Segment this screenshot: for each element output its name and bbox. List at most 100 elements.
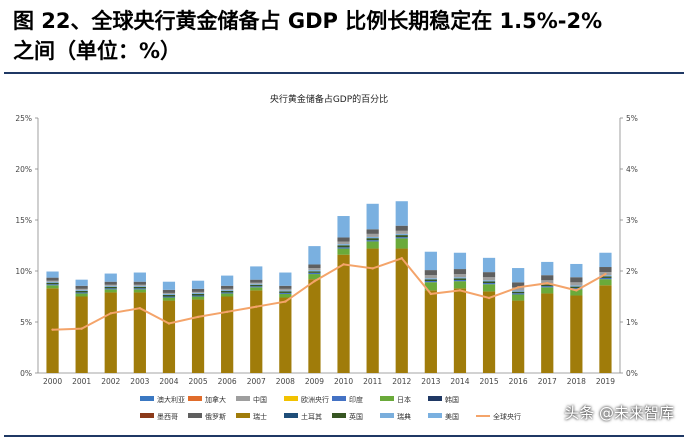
bar-segment-俄罗斯 — [75, 285, 88, 289]
bar-segment-中国 — [541, 280, 554, 284]
bar-segment-印度 — [191, 295, 205, 297]
bar-segment-瑞典 — [453, 277, 467, 279]
left-tick-label: 20% — [15, 165, 32, 174]
legend-swatch-欧洲央行 — [284, 396, 298, 401]
bar-segment-瑞士 — [424, 290, 437, 373]
legend-swatch-瑞典 — [380, 413, 394, 418]
bar-segment-瑞士 — [599, 285, 612, 373]
x-tick-label: 2010 — [334, 377, 353, 386]
bar-segment-中国 — [46, 280, 59, 282]
legend-label: 日本 — [397, 395, 411, 404]
bar-segment-俄罗斯 — [279, 285, 292, 289]
bar-segment-俄罗斯 — [453, 269, 467, 275]
bar-segment-日本 — [395, 238, 408, 249]
bar-segment-英国 — [395, 235, 408, 238]
bar-segment-印度 — [337, 247, 350, 249]
legend-label: 墨西哥 — [157, 413, 178, 421]
right-tick-label: 5% — [626, 114, 638, 123]
left-tick-label: 10% — [15, 267, 32, 276]
bar-segment-瑞典 — [366, 236, 379, 239]
bar-segment-俄罗斯 — [250, 279, 263, 283]
x-tick-label: 2015 — [480, 377, 499, 386]
x-tick-label: 2019 — [596, 377, 615, 386]
bar-segment-中国 — [104, 284, 117, 286]
bar-segment-俄罗斯 — [337, 237, 350, 242]
bar-segment-英国 — [104, 286, 117, 289]
line-point — [196, 315, 200, 319]
bar-segment-印度 — [366, 240, 379, 242]
legend-swatch-日本 — [380, 396, 394, 401]
bar-segment-瑞士 — [366, 248, 379, 373]
bar-segment-印度 — [424, 280, 437, 283]
bar-segment-日本 — [191, 296, 205, 300]
legend-swatch-美国 — [428, 413, 442, 418]
bar-segment-中国 — [453, 274, 467, 278]
bar-segment-日本 — [279, 293, 292, 298]
bar-segment-美国 — [75, 279, 88, 286]
bar-segment-俄罗斯 — [162, 289, 176, 293]
line-point — [225, 310, 229, 313]
bar-segment-瑞典 — [221, 289, 234, 291]
bar-segment-瑞典 — [599, 275, 612, 277]
bar-segment-日本 — [75, 293, 88, 297]
line-point — [313, 280, 316, 283]
bar-segment-俄罗斯 — [541, 275, 554, 281]
bar-segment-瑞典 — [395, 233, 408, 236]
bar-segment-英国 — [570, 286, 583, 289]
bar-segment-美国 — [337, 216, 350, 238]
legend-label: 欧洲央行 — [301, 395, 329, 404]
line-point — [487, 296, 491, 300]
bar-segment-瑞士 — [162, 300, 176, 373]
bar-segment-中国 — [279, 288, 292, 291]
legend-label: 瑞士 — [253, 412, 267, 421]
bar-segment-英国 — [191, 293, 205, 296]
heading-line-2: 之间（单位：%） — [13, 39, 182, 63]
bar-segment-中国 — [308, 268, 321, 271]
bar-segment-英国 — [250, 284, 263, 287]
bar-segment-瑞士 — [453, 288, 467, 373]
right-tick-label: 1% — [626, 318, 638, 327]
bar-segment-俄罗斯 — [599, 267, 612, 273]
x-tick-label: 2000 — [43, 377, 62, 386]
line-point — [371, 267, 374, 270]
bar-segment-印度 — [482, 283, 496, 285]
bar-segment-印度 — [453, 279, 467, 282]
line-point — [51, 328, 54, 331]
bar-segment-印度 — [46, 284, 59, 286]
bar-segment-中国 — [482, 277, 496, 281]
bar-segment-瑞典 — [512, 290, 525, 292]
bar-segment-日本 — [512, 294, 525, 301]
bar-segment-瑞士 — [570, 295, 583, 373]
bar-segment-中国 — [337, 241, 350, 245]
bar-segment-瑞典 — [250, 283, 263, 285]
bar-segment-印度 — [570, 288, 583, 290]
bar-segment-日本 — [482, 284, 496, 292]
x-tick-label: 2004 — [159, 377, 178, 386]
bar-segment-英国 — [46, 282, 59, 285]
legend-label: 俄罗斯 — [205, 412, 226, 421]
watermark: 头条 @未来智库 — [564, 404, 674, 422]
bar-segment-美国 — [221, 275, 234, 286]
bar-segment-日本 — [133, 289, 146, 293]
bar-segment-瑞典 — [104, 285, 117, 287]
bar-segment-日本 — [337, 248, 350, 255]
bar-segment-俄罗斯 — [104, 281, 117, 285]
bar-segment-英国 — [279, 291, 292, 293]
bar-segment-印度 — [599, 277, 612, 280]
line-point — [109, 312, 112, 315]
bar-segment-英国 — [482, 281, 496, 284]
bar-segment-瑞士 — [75, 296, 88, 373]
bar-segment-中国 — [250, 282, 263, 284]
x-tick-label: 2009 — [305, 377, 324, 386]
bar-segment-俄罗斯 — [424, 270, 437, 276]
bar-segment-俄罗斯 — [512, 282, 525, 288]
bar-segment-美国 — [599, 252, 612, 268]
x-tick-label: 2007 — [247, 377, 266, 386]
legend-label: 韩国 — [445, 395, 459, 404]
line-point — [458, 289, 462, 292]
legend-label: 英国 — [349, 412, 363, 421]
bar-segment-中国 — [75, 288, 88, 290]
bar-segment-英国 — [162, 294, 176, 297]
x-tick-label: 2003 — [130, 377, 149, 386]
bar-segment-日本 — [221, 293, 234, 297]
